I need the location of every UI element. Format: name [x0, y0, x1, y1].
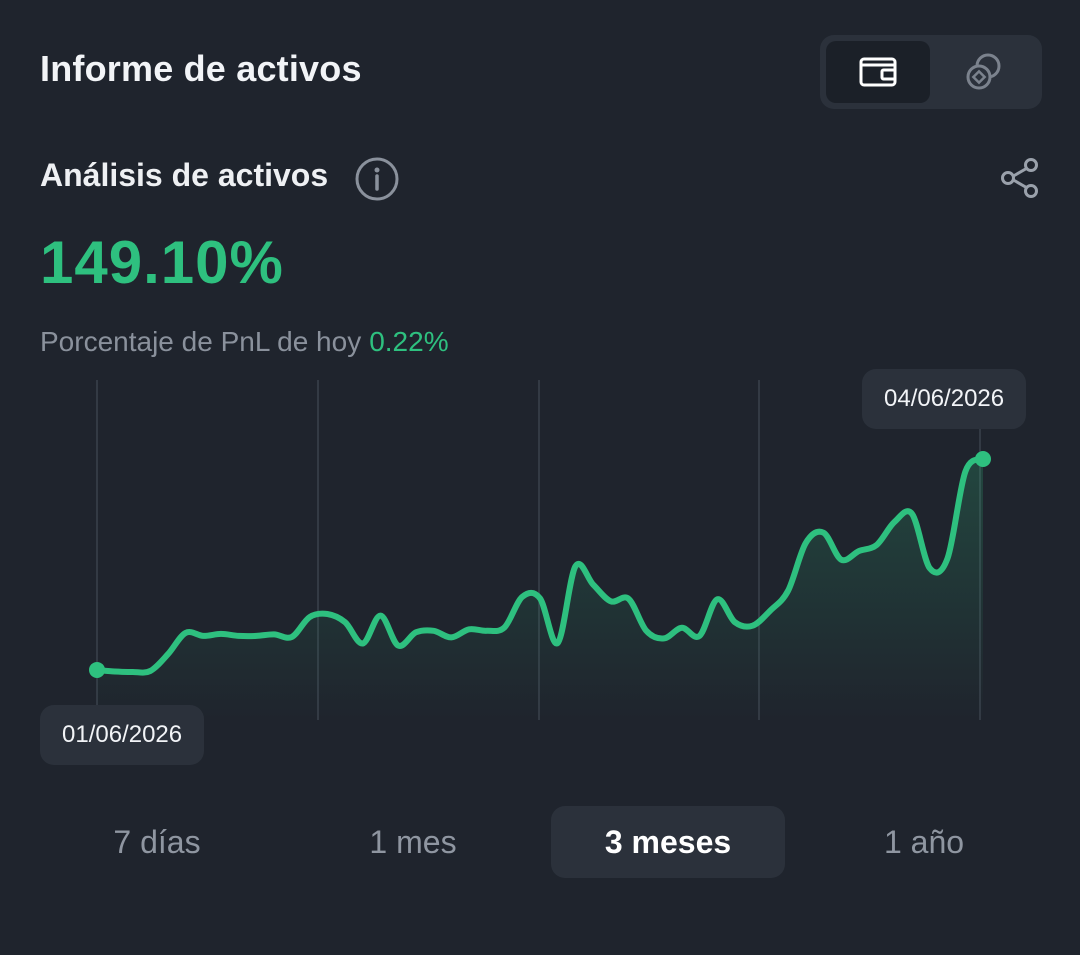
chart-start-date: 01/06/2026 — [40, 705, 205, 765]
range-tab-1-month[interactable]: 1 mes — [369, 824, 457, 860]
pnl-value: 0.22% — [369, 326, 449, 357]
chart-line — [94, 456, 986, 676]
pnl-chart — [89, 380, 991, 720]
wallet-view-button[interactable] — [826, 41, 930, 103]
coins-view-button[interactable] — [932, 41, 1036, 103]
range-tab-7-days[interactable]: 7 días — [113, 824, 201, 860]
chart-area-fill — [97, 459, 983, 720]
chart-end-date: 04/06/2026 — [862, 369, 1027, 429]
wallet-icon — [859, 57, 897, 87]
chart-end-point — [975, 451, 991, 467]
pnl-row: Porcentaje de PnL de hoy 0.22% — [40, 326, 449, 358]
section-title: Análisis de activos — [40, 157, 329, 193]
chart-start-point — [89, 661, 105, 678]
coins-icon — [966, 53, 1001, 90]
page-title: Informe de activos — [40, 48, 362, 89]
range-tab-3-months[interactable]: 3 meses — [551, 806, 785, 878]
asset-analysis-value: 149.10% — [40, 229, 284, 296]
share-icon[interactable] — [998, 156, 1042, 200]
pnl-label: Porcentaje de PnL de hoy — [40, 326, 362, 357]
view-toggle — [820, 35, 1042, 109]
info-icon[interactable] — [354, 156, 400, 202]
range-tab-1-year[interactable]: 1 año — [883, 824, 965, 860]
